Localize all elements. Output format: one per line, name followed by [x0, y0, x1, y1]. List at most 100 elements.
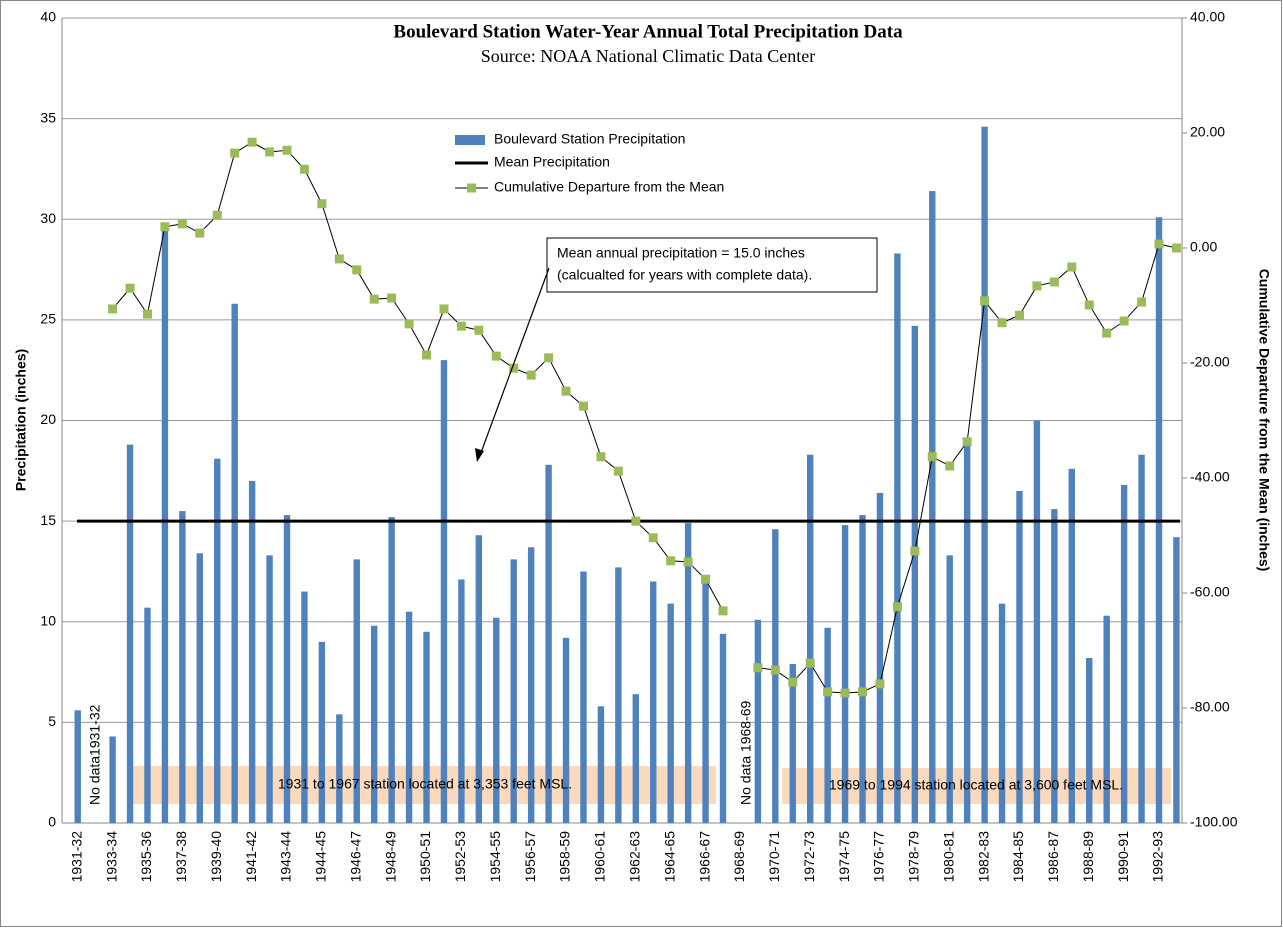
bar — [388, 517, 395, 823]
annotation: No data1931-32 — [87, 704, 103, 805]
marker — [491, 351, 501, 361]
x-tick-label: 1990-91 — [1115, 831, 1131, 883]
y2-tick-label: -100.00 — [1190, 814, 1238, 830]
marker — [1032, 281, 1042, 291]
bar — [1086, 657, 1093, 823]
bar — [318, 641, 326, 823]
marker — [212, 210, 222, 220]
marker — [613, 466, 623, 476]
x-tick-label: 1980-81 — [940, 831, 956, 883]
x-tick-label: 1939-40 — [208, 831, 224, 883]
annotation-arrowhead — [475, 448, 484, 462]
marker — [910, 546, 920, 556]
bar — [562, 637, 570, 823]
marker — [474, 325, 484, 335]
marker — [1067, 262, 1077, 272]
chart-title: Boulevard Station Water-Year Annual Tota… — [393, 21, 903, 42]
bar — [824, 627, 831, 823]
marker — [108, 304, 118, 314]
bar — [807, 454, 814, 823]
y-tick-label: 25 — [40, 311, 56, 327]
bar — [545, 464, 552, 823]
x-tick-label: 1992-93 — [1150, 831, 1166, 883]
bar — [301, 591, 308, 823]
y2-tick-label: -60.00 — [1190, 584, 1230, 600]
y2-tick-label: -20.00 — [1190, 354, 1230, 370]
x-tick-label: 1964-65 — [661, 831, 677, 883]
y-tick-label: 0 — [48, 814, 56, 830]
x-tick-label: 1941-42 — [243, 831, 259, 883]
marker — [526, 370, 536, 380]
bar — [998, 603, 1006, 823]
bar — [196, 553, 203, 823]
x-tick-label: 1946-47 — [347, 831, 363, 883]
bar — [632, 694, 639, 823]
marker — [1119, 316, 1129, 326]
marker — [230, 148, 240, 158]
x-tick-label: 1948-49 — [382, 831, 398, 883]
legend-swatch — [455, 135, 485, 145]
y2-tick-label: -80.00 — [1190, 699, 1230, 715]
annotation: Mean annual precipitation = 15.0 inches — [557, 245, 805, 261]
marker — [596, 452, 606, 462]
annotation: 1931 to 1967 station located at 3,353 fe… — [278, 776, 572, 792]
marker — [718, 606, 728, 616]
marker — [805, 658, 815, 668]
marker — [945, 461, 955, 471]
bar — [353, 559, 360, 823]
bar — [510, 559, 517, 823]
chart-subtitle: Source: NOAA National Climatic Data Cent… — [481, 46, 815, 66]
x-tick-label: 1931-32 — [68, 831, 84, 883]
bar — [336, 714, 343, 823]
marker — [544, 353, 554, 363]
bar — [493, 617, 500, 823]
bar — [405, 611, 413, 823]
bar — [702, 577, 709, 823]
marker — [195, 228, 205, 238]
annotation: No data 1968-69 — [738, 700, 754, 805]
marker — [282, 145, 292, 155]
marker — [770, 665, 780, 675]
y2-tick-label: -40.00 — [1190, 469, 1230, 485]
marker — [265, 147, 275, 157]
bar — [754, 619, 762, 823]
bar — [719, 633, 727, 823]
x-tick-label: 1935-36 — [138, 831, 154, 883]
bar — [440, 360, 448, 823]
marker — [387, 293, 397, 303]
bar — [74, 710, 81, 823]
marker — [334, 254, 344, 264]
marker — [997, 318, 1007, 328]
x-tick-label: 1984-85 — [1010, 831, 1026, 883]
bar — [667, 603, 674, 823]
bar — [772, 529, 779, 823]
legend-label: Cumulative Departure from the Mean — [494, 179, 724, 195]
bar — [1120, 484, 1128, 823]
x-tick-label: 1970-71 — [766, 831, 782, 883]
bar — [1051, 509, 1058, 823]
x-tick-label: 1974-75 — [836, 831, 852, 883]
y-tick-label: 5 — [48, 713, 56, 729]
y-tick-label: 20 — [40, 411, 56, 427]
y-tick-label: 35 — [40, 109, 56, 125]
annotation-box — [546, 237, 878, 293]
marker — [404, 319, 414, 329]
bar — [650, 581, 657, 823]
marker — [753, 663, 763, 673]
marker — [1171, 243, 1181, 253]
x-tick-label: 1950-51 — [417, 831, 433, 883]
bar — [475, 535, 483, 823]
marker — [823, 687, 833, 697]
x-tick-label: 1952-53 — [452, 831, 468, 883]
x-tick-label: 1962-63 — [627, 831, 643, 883]
bar — [929, 191, 936, 823]
marker — [648, 533, 658, 543]
bar — [458, 579, 465, 823]
annotation-arrow — [478, 267, 550, 459]
bar — [684, 523, 692, 823]
x-tick-label: 1958-59 — [557, 831, 573, 883]
marker — [840, 688, 850, 698]
bar — [981, 126, 988, 824]
marker — [369, 294, 379, 304]
